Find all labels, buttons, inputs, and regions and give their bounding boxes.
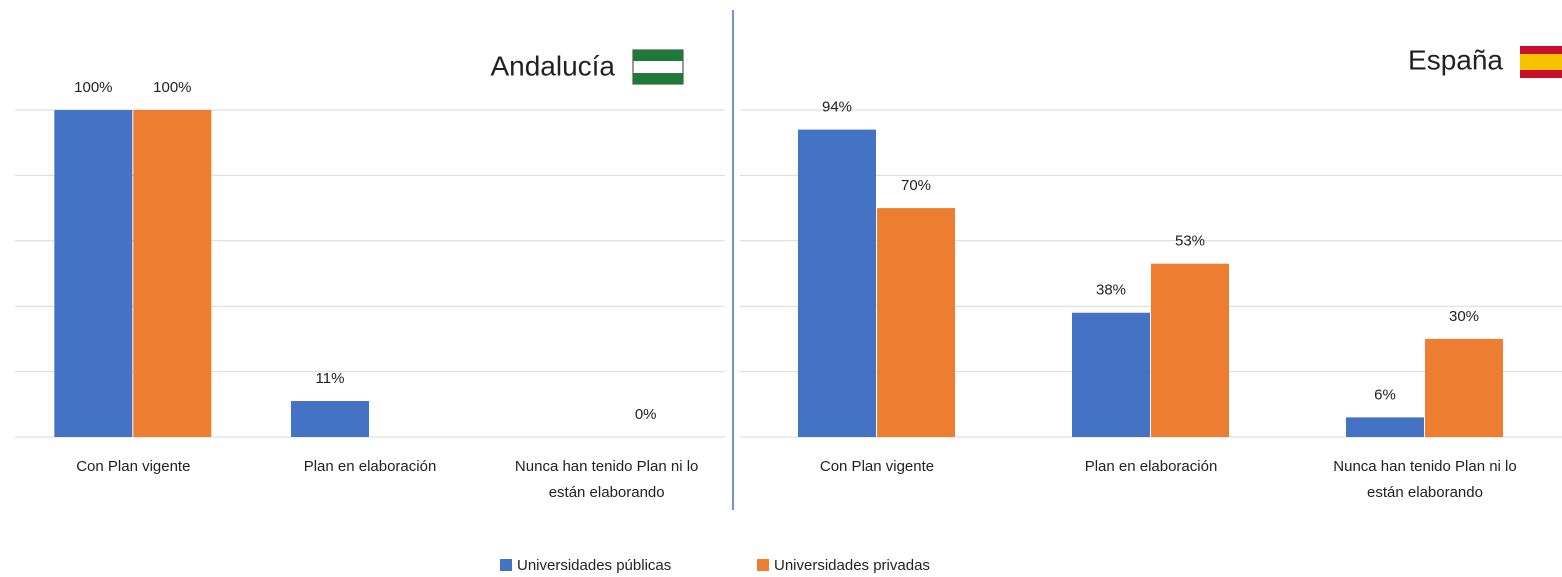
x-tick-label: Con Plan vigente — [76, 458, 190, 475]
bar — [1346, 417, 1424, 437]
data-label: 38% — [1096, 282, 1126, 299]
data-label: 6% — [1374, 386, 1396, 403]
bar — [877, 208, 955, 437]
chart-title: España — [1408, 44, 1503, 75]
bar — [133, 110, 212, 437]
data-label: 0% — [635, 406, 657, 423]
bar — [54, 110, 133, 437]
x-tick-label: Con Plan vigente — [820, 458, 934, 475]
bar — [1151, 263, 1229, 437]
bar — [798, 129, 876, 437]
data-label: 94% — [822, 99, 852, 116]
data-label: 30% — [1449, 308, 1479, 325]
andalucia-flag — [632, 49, 684, 85]
data-label: 100% — [74, 79, 112, 96]
x-tick-label: Nunca han tenido Plan ni lo están elabora… — [1333, 458, 1516, 501]
legend-label: Universidades públicas — [517, 557, 671, 574]
chart-title: Andalucía — [490, 50, 615, 81]
data-label: 11% — [316, 370, 345, 387]
data-label: 100% — [153, 79, 191, 96]
legend-swatch — [500, 559, 512, 571]
bar — [1425, 338, 1503, 437]
x-tick-label: Plan en elaboración — [304, 458, 437, 475]
legend-swatch — [757, 559, 769, 571]
legend-label: Universidades privadas — [774, 557, 930, 574]
bar — [291, 401, 369, 437]
data-label: 70% — [901, 177, 931, 194]
bar — [1072, 312, 1150, 437]
x-tick-label: Nunca han tenido Plan ni lo están elabora… — [515, 458, 698, 501]
data-label: 53% — [1175, 233, 1205, 250]
x-tick-label: Plan en elaboración — [1085, 458, 1218, 475]
spain-flag — [1520, 46, 1562, 78]
